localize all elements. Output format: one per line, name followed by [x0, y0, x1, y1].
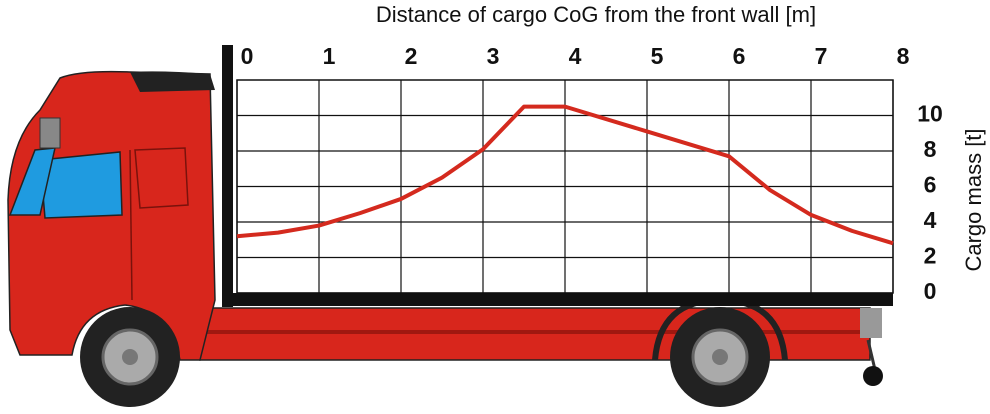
chart: Distance of cargo CoG from the front wal…	[0, 0, 990, 414]
y-tick-label: 10	[917, 101, 943, 127]
x-tick-label: 2	[405, 43, 418, 69]
y-tick-label: 6	[924, 172, 937, 198]
x-tick-label: 8	[897, 43, 910, 69]
x-tick-label: 3	[487, 43, 500, 69]
y-tick-label: 4	[924, 207, 937, 233]
y-tick-label: 0	[924, 278, 937, 304]
y-tick-label: 2	[924, 243, 937, 269]
x-tick-label: 1	[323, 43, 336, 69]
x-tick-label: 6	[733, 43, 746, 69]
y-tick-label: 8	[924, 136, 937, 162]
truck	[8, 45, 893, 407]
x-tick-label: 7	[815, 43, 828, 69]
x-tick-label: 0	[241, 43, 254, 69]
x-tick-label: 5	[651, 43, 664, 69]
x-tick-label: 4	[569, 43, 582, 69]
chart-title: Distance of cargo CoG from the front wal…	[376, 2, 816, 27]
y-axis-label: Cargo mass [t]	[961, 128, 986, 271]
